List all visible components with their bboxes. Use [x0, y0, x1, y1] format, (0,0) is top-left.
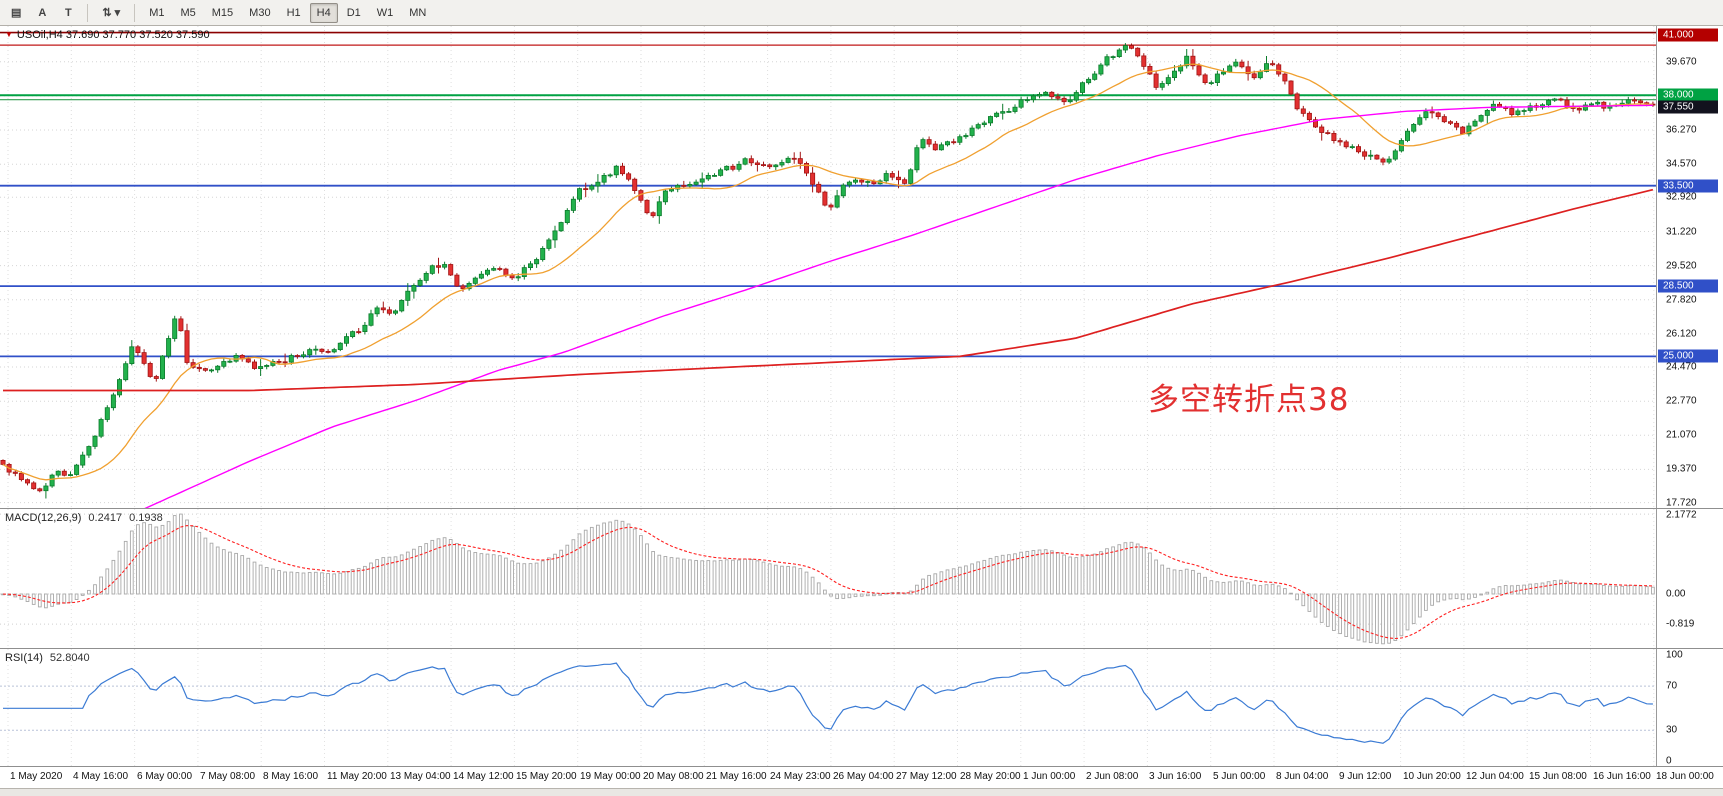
time-axis-label: 15 May 20:00	[516, 771, 577, 782]
time-axis-label: 5 Jun 00:00	[1213, 771, 1266, 782]
time-axis-label: 14 May 12:00	[453, 771, 514, 782]
price-axis-label: 21.070	[1666, 429, 1697, 441]
arrow-tool-button[interactable]: A	[38, 6, 47, 19]
macd-axis-label: -0.819	[1666, 618, 1695, 630]
price-badge-38.000: 38.000	[1658, 88, 1718, 102]
rsi-plot-area[interactable]	[0, 649, 1656, 772]
time-axis-label: 28 May 20:00	[960, 771, 1021, 782]
price-axis-label: 32.920	[1666, 191, 1697, 203]
time-axis-label: 24 May 23:00	[770, 771, 831, 782]
draw-tools-button[interactable]: ⇅ ▾	[102, 7, 121, 19]
time-axis-label: 21 May 16:00	[706, 771, 767, 782]
time-axis[interactable]: 1 May 2020 4 May 16:00 6 May 00:00 7 May 08…	[0, 766, 1723, 788]
price-axis-label: 31.220	[1666, 226, 1697, 237]
price-axis-label: 17.720	[1666, 497, 1697, 509]
price-axis-label: 26.120	[1666, 328, 1697, 340]
rsi-axis-label: 30	[1666, 724, 1678, 736]
time-axis-label: 8 Jun 04:00	[1276, 771, 1329, 782]
rsi-value: 52.8040	[49, 652, 90, 664]
macd-axis-label: 0.00	[1666, 588, 1686, 600]
price-badge-33.500: 33.500	[1658, 179, 1718, 193]
price-badge-25.000: 25.000	[1658, 349, 1718, 363]
timeframe-button-m15[interactable]: M15	[211, 6, 234, 19]
time-axis-label: 8 May 16:00	[263, 771, 319, 782]
macd-label: MACD(12,26,9)	[5, 512, 82, 524]
timeframe-button-mn[interactable]: MN	[409, 6, 427, 19]
macd-signal-value: 0.1938	[129, 512, 163, 524]
text-tool-button[interactable]: T	[65, 6, 72, 19]
rsi-header: RSI(14) 52.8040	[5, 652, 90, 664]
time-axis-label: 19 May 00:00	[580, 771, 641, 782]
macd-main-value: 0.2417	[88, 512, 123, 524]
time-axis-label: 10 Jun 20:00	[1403, 771, 1461, 782]
rsi-label: RSI(14)	[5, 652, 43, 664]
top-toolbar: ▤ A T ⇅ ▾ M1 M5 M15 M30 H1 H4 D1 W1 MN	[0, 0, 1723, 26]
symbol-marker-icon: ▼	[5, 30, 13, 39]
price-axis-label: 39.670	[1666, 56, 1697, 68]
time-axis-label: 12 Jun 04:00	[1466, 771, 1524, 782]
timeframe-button-m30[interactable]: M30	[249, 6, 271, 19]
price-axis-label: 24.470	[1666, 361, 1697, 373]
time-axis-label: 2 Jun 08:00	[1086, 771, 1139, 782]
price-badge-37.550: 37.550	[1658, 100, 1718, 114]
rsi-panel[interactable]: RSI(14) 52.8040 100 70 30 0	[0, 648, 1723, 767]
timeframe-button-h1[interactable]: H1	[286, 6, 301, 19]
time-axis-label: 16 Jun 16:00	[1593, 771, 1651, 782]
macd-panel[interactable]: MACD(12,26,9) 0.2417 0.1938 2.1772 0.00 -0.8…	[0, 508, 1723, 649]
time-axis-label: 1 May 2020	[10, 771, 63, 782]
time-axis-label: 6 May 00:00	[137, 771, 193, 782]
axis-separator	[1656, 26, 1657, 508]
symbol-ohlc-text: USOil,H4 37.690 37.770 37.520 37.590	[16, 29, 210, 41]
rsi-axis-label: 70	[1666, 680, 1678, 692]
rsi-axis-label: 0	[1666, 755, 1672, 767]
axis-separator	[1656, 509, 1657, 648]
price-axis-label: 29.520	[1666, 260, 1697, 272]
price-badge-41.000: 41.000	[1658, 28, 1718, 42]
status-bar	[0, 788, 1723, 796]
timeframe-button-m5[interactable]: M5	[180, 6, 196, 19]
time-axis-label: 27 May 12:00	[896, 771, 957, 782]
time-axis-label: 9 Jun 12:00	[1339, 771, 1392, 782]
time-axis-label: 13 May 04:00	[390, 771, 451, 782]
timeframe-button-w1[interactable]: W1	[376, 6, 394, 19]
price-badge-28.500: 28.500	[1658, 279, 1718, 293]
time-axis-label: 11 May 20:00	[327, 771, 387, 782]
toolbar-separator	[134, 3, 136, 22]
symbol-info: ▼ USOil,H4 37.690 37.770 37.520 37.590	[5, 29, 210, 41]
axis-separator	[1656, 649, 1657, 766]
time-axis-label: 3 Jun 16:00	[1149, 771, 1202, 782]
price-axis-label: 27.820	[1666, 294, 1697, 306]
toolbar-separator	[87, 3, 89, 22]
time-axis-label: 20 May 08:00	[643, 771, 704, 782]
time-axis-label: 4 May 16:00	[73, 771, 129, 782]
macd-plot-area[interactable]	[0, 509, 1656, 654]
price-axis-label: 36.270	[1666, 124, 1697, 136]
time-axis-label: 18 Jun 00:00	[1656, 771, 1714, 782]
main-chart-panel[interactable]: ▼ USOil,H4 37.690 37.770 37.520 37.590 多…	[0, 26, 1723, 528]
candlestick-plot-area[interactable]	[0, 26, 1656, 528]
price-axis-label: 34.570	[1666, 158, 1697, 170]
chart-mode-icon[interactable]: ▤	[11, 7, 22, 19]
price-axis-label: 19.370	[1666, 463, 1697, 475]
macd-header: MACD(12,26,9) 0.2417 0.1938	[5, 512, 163, 524]
time-axis-label: 15 Jun 08:00	[1529, 771, 1587, 782]
chart-annotation-text[interactable]: 多空转折点38	[1148, 382, 1350, 418]
time-axis-label: 1 Jun 00:00	[1023, 771, 1076, 782]
timeframe-button-d1[interactable]: D1	[346, 6, 361, 19]
rsi-axis-label: 100	[1666, 649, 1683, 661]
timeframe-button-h4[interactable]: H4	[309, 2, 338, 23]
timeframe-button-m1[interactable]: M1	[149, 6, 165, 19]
price-axis-label: 22.770	[1666, 395, 1697, 407]
time-axis-label: 7 May 08:00	[200, 771, 256, 782]
time-axis-label: 26 May 04:00	[833, 771, 894, 782]
macd-axis-label: 2.1772	[1666, 509, 1697, 521]
